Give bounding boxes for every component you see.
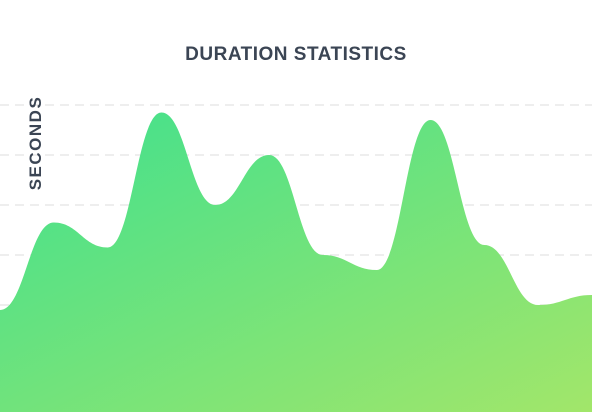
y-axis-label: SECONDS: [26, 95, 45, 191]
area-series: [0, 112, 592, 412]
chart-title: DURATION STATISTICS: [185, 44, 407, 65]
